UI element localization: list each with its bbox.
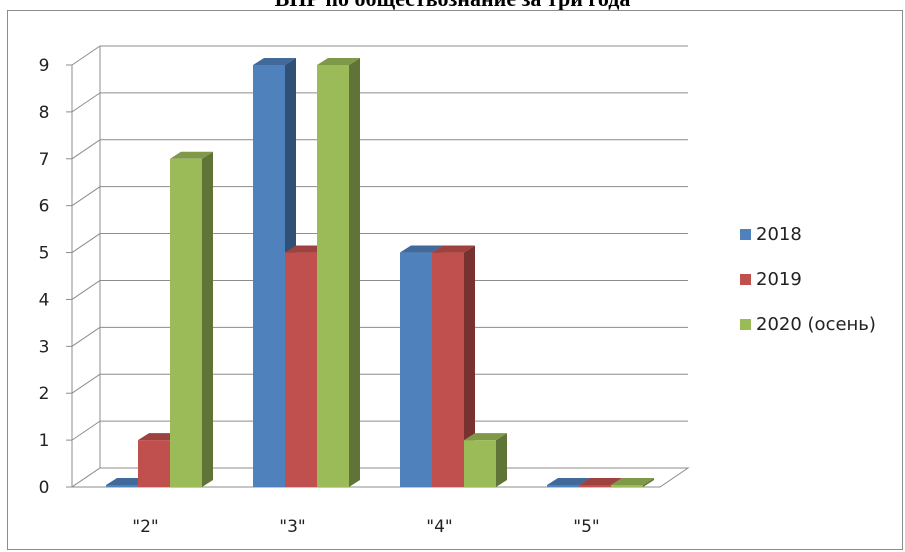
y-tick-label: 6 xyxy=(39,197,50,217)
y-tick-label: 2 xyxy=(39,384,50,404)
gridline-side xyxy=(71,186,101,207)
bar-top xyxy=(611,478,654,485)
bar xyxy=(170,158,202,487)
bar xyxy=(138,440,170,487)
y-tick-label: 7 xyxy=(39,150,50,170)
bar-side xyxy=(349,58,360,487)
bar xyxy=(464,440,496,487)
y-tick-label: 1 xyxy=(39,431,50,451)
x-category-label: "5" xyxy=(573,517,599,537)
bar-side xyxy=(202,151,213,487)
bar xyxy=(547,485,579,487)
bar xyxy=(579,485,611,487)
legend-swatch xyxy=(740,319,751,330)
legend-label: 2019 xyxy=(756,269,802,290)
y-tick-label: 8 xyxy=(39,103,50,123)
y-tick-label: 4 xyxy=(39,290,50,310)
bar xyxy=(285,252,317,487)
gridline-side xyxy=(71,326,101,347)
bar-top xyxy=(432,245,475,253)
gridline-side xyxy=(71,373,101,394)
x-category-label: "4" xyxy=(426,517,452,537)
gridline-side xyxy=(71,420,101,441)
legend-label: 2020 (осень) xyxy=(756,314,876,335)
bar xyxy=(317,65,349,487)
bar-top xyxy=(464,433,507,441)
legend-swatch xyxy=(740,229,751,240)
bar-top xyxy=(579,478,622,485)
gridline-side xyxy=(71,280,101,300)
bar-top xyxy=(253,58,296,65)
bar-side xyxy=(643,478,654,487)
y-tick-label: 0 xyxy=(39,478,50,498)
gridline-side xyxy=(71,233,101,253)
x-category-label: "3" xyxy=(279,517,305,537)
legend-swatch xyxy=(740,274,751,285)
bar xyxy=(611,485,643,487)
y-tick-label: 3 xyxy=(39,337,50,357)
chart-frame xyxy=(7,10,903,550)
bar-side xyxy=(464,245,475,487)
bar-top xyxy=(400,245,443,253)
bar-side xyxy=(496,433,507,487)
bar-top xyxy=(170,151,213,159)
x-category-label: "2" xyxy=(132,517,158,537)
y-tick-label: 5 xyxy=(39,244,50,264)
y-tick-label: 9 xyxy=(39,56,50,76)
gridline-side xyxy=(71,92,101,113)
bar xyxy=(106,485,138,487)
bar xyxy=(400,252,432,487)
chart-title: ВПР по обществознание за три года xyxy=(0,0,905,12)
bar xyxy=(432,252,464,487)
bar-top xyxy=(547,478,590,485)
bar-top xyxy=(317,58,360,65)
gridline-side xyxy=(71,45,101,66)
legend-label: 2018 xyxy=(756,224,802,245)
bar xyxy=(253,65,285,487)
gridline-side xyxy=(71,139,101,160)
